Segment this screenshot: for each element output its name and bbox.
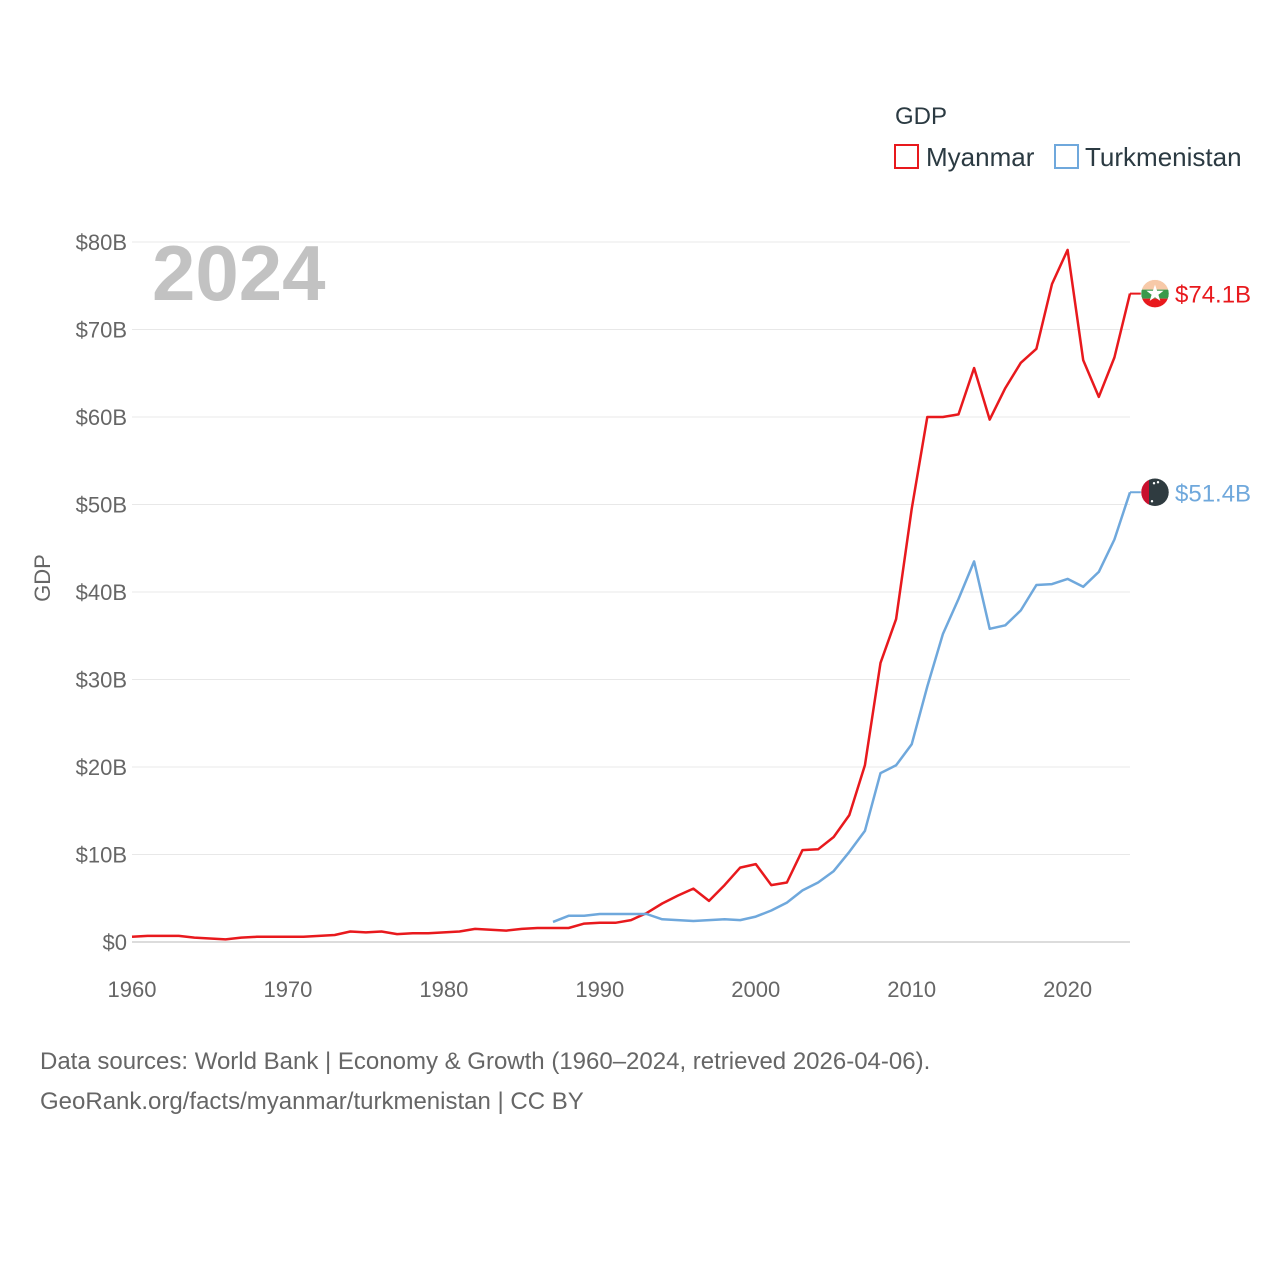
x-tick-label: 1960 [108,977,157,1002]
gridlines [132,241,1130,943]
y-tick-label: $10B [76,843,127,868]
legend-item-myanmar[interactable]: Myanmar [894,142,1035,172]
source-note: Data sources: World Bank | Economy & Gro… [40,1042,930,1122]
legend-label-myanmar: Myanmar [926,142,1035,172]
source-line-1: Data sources: World Bank | Economy & Gro… [40,1048,931,1075]
x-tick-label: 2010 [887,977,936,1002]
y-tick-label: $50B [76,493,127,518]
y-tick-label: $70B [76,318,127,343]
y-axis-label: GDP [30,554,55,602]
legend-swatch-myanmar [894,144,919,169]
legend-item-turkmenistan[interactable]: Turkmenistan [1054,142,1242,172]
source-line-2: GeoRank.org/facts/myanmar/turkmenistan |… [40,1088,584,1115]
myanmar-flag-icon [1140,279,1170,308]
end-value-label-myanmar: $74.1B [1175,282,1251,309]
y-tick-label: $80B [76,230,127,255]
series-lines [131,248,1132,941]
x-tick-label: 1990 [575,977,624,1002]
x-tick-label: 2000 [731,977,780,1002]
x-axis-ticks: 1960 1970 1980 1990 2000 2010 2020 [108,977,1093,1002]
legend-title: GDP [895,103,947,130]
year-label: 2024 [152,229,326,317]
legend[interactable]: GDP Myanmar Turkmenistan [894,103,1242,172]
x-tick-label: 1970 [263,977,312,1002]
series-line-myanmar [131,248,1132,941]
y-tick-label: $20B [76,755,127,780]
turkmenistan-flag-icon [1140,478,1170,507]
y-tick-label: $40B [76,580,127,605]
x-tick-label: 1980 [419,977,468,1002]
x-tick-label: 2020 [1043,977,1092,1002]
legend-label-turkmenistan: Turkmenistan [1085,142,1242,172]
series-endpoints: $74.1B $51.4B [1130,279,1251,507]
end-value-label-turkmenistan: $51.4B [1175,480,1251,507]
y-tick-label: $30B [76,668,127,693]
legend-swatch-turkmenistan [1054,144,1079,169]
y-tick-label: $0 [103,930,127,955]
y-axis-ticks: $0 $10B $20B $30B $40B $50B $60B $70B $80B [76,230,127,955]
y-tick-label: $60B [76,405,127,430]
series-line-turkmenistan [552,491,1132,924]
